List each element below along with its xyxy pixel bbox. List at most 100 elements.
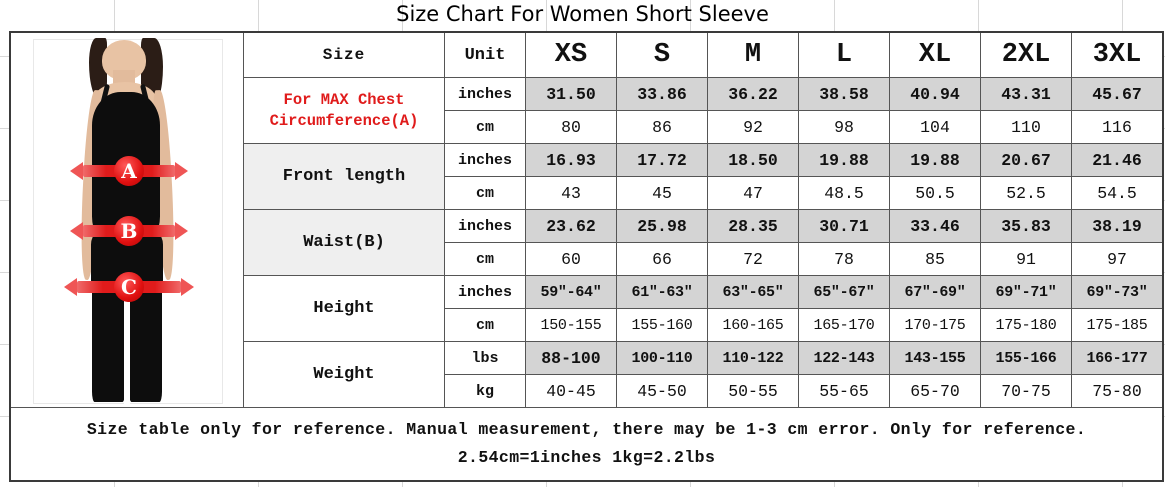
unit-cell: kg — [444, 374, 526, 408]
value-cell: 54.5 — [1071, 176, 1164, 210]
unit-cell: cm — [444, 242, 526, 276]
value-cell: 28.35 — [707, 209, 799, 243]
value-cell: 98 — [798, 110, 890, 144]
value-cell: 45 — [616, 176, 708, 210]
value-cell: 122-143 — [798, 341, 890, 375]
value-cell: 60 — [525, 242, 617, 276]
header-size-s: S — [616, 31, 708, 78]
row-label-1: Front length — [243, 143, 445, 210]
value-cell: 45.67 — [1071, 77, 1164, 111]
header-unit-label: Unit — [444, 31, 526, 78]
size-table-container: A B C Size Unit XS S M L XL 2XL 3XL For MAX Chest Ci… — [9, 31, 1164, 482]
header-size-xl: XL — [889, 31, 981, 78]
unit-cell: cm — [444, 308, 526, 342]
value-cell: 67″-69″ — [889, 275, 981, 309]
value-cell: 20.67 — [980, 143, 1072, 177]
value-cell: 40.94 — [889, 77, 981, 111]
reference-note: Size table only for reference. Manual me… — [9, 407, 1164, 482]
header-size-label: Size — [243, 31, 445, 78]
value-cell: 38.19 — [1071, 209, 1164, 243]
value-cell: 40-45 — [525, 374, 617, 408]
value-cell: 143-155 — [889, 341, 981, 375]
row-label-2: Waist(B) — [243, 209, 445, 276]
value-cell: 92 — [707, 110, 799, 144]
value-cell: 116 — [1071, 110, 1164, 144]
value-cell: 110 — [980, 110, 1072, 144]
value-cell: 65-70 — [889, 374, 981, 408]
value-cell: 33.86 — [616, 77, 708, 111]
value-cell: 52.5 — [980, 176, 1072, 210]
waist-marker-arrow-right — [181, 277, 194, 296]
row-label-4: Weight — [243, 341, 445, 408]
unit-cell: inches — [444, 209, 526, 243]
table-row: For MAX Chest Circumference(A) inches 31.5… — [10, 77, 1164, 144]
value-cell: 80 — [525, 110, 617, 144]
value-cell: 150-155 — [525, 308, 617, 342]
unit-cell: inches — [444, 143, 526, 177]
value-cell: 175-180 — [980, 308, 1072, 342]
table-row: Waist(B) inches 23.62 25.98 28.35 30.71 33.46 3… — [10, 209, 1164, 276]
header-size-m: M — [707, 31, 799, 78]
value-cell: 69″-73″ — [1071, 275, 1164, 309]
bust-under-marker-arrow-right — [175, 221, 188, 240]
header-size-3xl: 3XL — [1071, 31, 1164, 78]
value-cell: 66 — [616, 242, 708, 276]
value-cell: 25.98 — [616, 209, 708, 243]
waist-marker-arrow-left — [64, 277, 77, 296]
value-cell: 19.88 — [798, 143, 890, 177]
unit-cell: cm — [444, 176, 526, 210]
value-cell: 21.46 — [1071, 143, 1164, 177]
value-cell: 19.88 — [889, 143, 981, 177]
note-line-1: Size table only for reference. Manual me… — [86, 420, 1087, 439]
value-cell: 17.72 — [616, 143, 708, 177]
table-row: Height inches 59″-64″ 61″-63″ 63″-65″ 65″-67″… — [10, 275, 1164, 342]
table-note-row: Size table only for reference. Manual me… — [9, 407, 1164, 482]
value-cell: 155-166 — [980, 341, 1072, 375]
row-label-3: Height — [243, 275, 445, 342]
value-cell: 88-100 — [525, 341, 617, 375]
header-size-l: L — [798, 31, 890, 78]
value-cell: 155-160 — [616, 308, 708, 342]
unit-cell: lbs — [444, 341, 526, 375]
row-label-0: For MAX Chest Circumference(A) — [243, 77, 445, 144]
value-cell: 50.5 — [889, 176, 981, 210]
value-cell: 165-170 — [798, 308, 890, 342]
note-line-2: 2.54cm=1inches 1kg=2.2lbs — [457, 448, 716, 467]
value-cell: 18.50 — [707, 143, 799, 177]
value-cell: 65″-67″ — [798, 275, 890, 309]
value-cell: 43.31 — [980, 77, 1072, 111]
value-cell: 97 — [1071, 242, 1164, 276]
value-cell: 47 — [707, 176, 799, 210]
value-cell: 170-175 — [889, 308, 981, 342]
value-cell: 30.71 — [798, 209, 890, 243]
value-cell: 78 — [798, 242, 890, 276]
table-row: cm 60 66 72 78 85 91 97 — [10, 242, 1164, 276]
value-cell: 55-65 — [798, 374, 890, 408]
value-cell: 33.46 — [889, 209, 981, 243]
table-row: Weight lbs 88-100 100-110 110-122 122-143 143-… — [10, 341, 1164, 408]
value-cell: 45-50 — [616, 374, 708, 408]
value-cell: 48.5 — [798, 176, 890, 210]
table-row: cm 150-155 155-160 160-165 165-170 170-175 175… — [10, 308, 1164, 342]
value-cell: 166-177 — [1071, 341, 1164, 375]
value-cell: 38.58 — [798, 77, 890, 111]
chest-marker-arrow-left — [70, 161, 83, 180]
table-row: cm 43 45 47 48.5 50.5 52.5 54.5 — [10, 176, 1164, 210]
value-cell: 36.22 — [707, 77, 799, 111]
value-cell: 23.62 — [525, 209, 617, 243]
value-cell: 70-75 — [980, 374, 1072, 408]
bust-under-marker-bubble: B — [114, 215, 144, 246]
value-cell: 175-185 — [1071, 308, 1164, 342]
chest-marker-bubble: A — [114, 155, 144, 186]
chest-marker-arrow-right — [175, 161, 188, 180]
size-chart-table: A B C Size Unit XS S M L XL 2XL 3XL For MAX Chest Ci… — [9, 31, 1164, 482]
value-cell: 69″-71″ — [980, 275, 1072, 309]
value-cell: 63″-65″ — [707, 275, 799, 309]
table-row: kg 40-45 45-50 50-55 55-65 65-70 70-75 75-80 — [10, 374, 1164, 408]
unit-cell: inches — [444, 275, 526, 309]
value-cell: 72 — [707, 242, 799, 276]
value-cell: 50-55 — [707, 374, 799, 408]
